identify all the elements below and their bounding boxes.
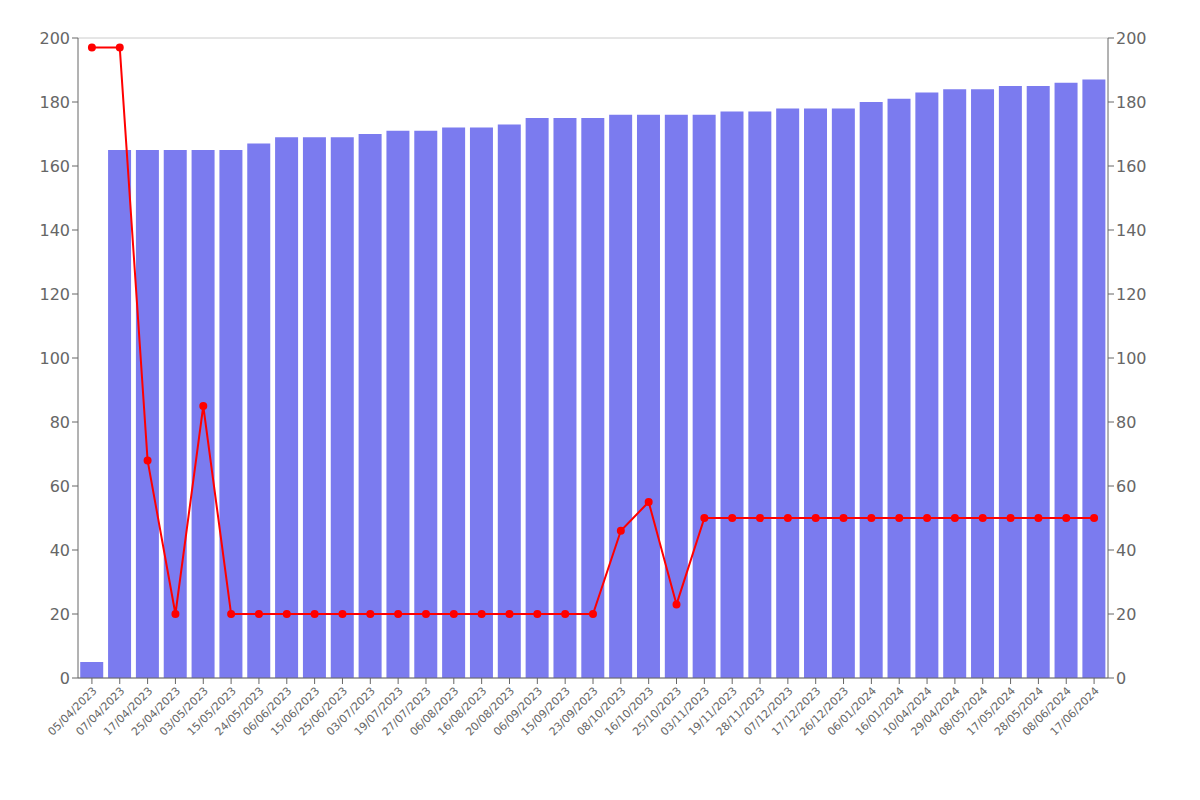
svg-text:08/06/2024: 08/06/2024 [1019,684,1074,739]
svg-text:07/04/2023: 07/04/2023 [73,684,128,739]
svg-text:40: 40 [50,541,70,560]
svg-text:160: 160 [39,157,70,176]
svg-text:03/11/2023: 03/11/2023 [658,684,712,739]
svg-text:200: 200 [39,29,70,48]
svg-text:20: 20 [50,605,70,624]
svg-text:06/01/2024: 06/01/2024 [825,684,879,739]
svg-text:0: 0 [60,669,70,688]
svg-text:03/07/2023: 03/07/2023 [323,684,378,739]
svg-text:160: 160 [1116,157,1147,176]
svg-text:19/11/2023: 19/11/2023 [685,684,740,739]
svg-text:180: 180 [1116,93,1147,112]
svg-text:16/01/2024: 16/01/2024 [852,684,907,739]
svg-text:10/04/2024: 10/04/2024 [880,684,935,739]
svg-text:200: 200 [1116,29,1147,48]
svg-text:20/08/2023: 20/08/2023 [463,684,518,739]
svg-text:15/06/2023: 15/06/2023 [268,684,323,739]
svg-text:16/08/2023: 16/08/2023 [435,684,490,739]
svg-text:40: 40 [1116,541,1136,560]
svg-text:29/04/2024: 29/04/2024 [908,684,963,739]
svg-text:03/05/2023: 03/05/2023 [156,684,211,739]
svg-text:20: 20 [1116,605,1136,624]
svg-text:23/09/2023: 23/09/2023 [546,684,601,739]
svg-text:28/05/2024: 28/05/2024 [992,684,1046,739]
svg-text:24/05/2023: 24/05/2023 [212,684,267,739]
svg-text:06/08/2023: 06/08/2023 [407,684,462,739]
svg-text:60: 60 [50,477,70,496]
svg-text:100: 100 [39,349,70,368]
svg-text:27/07/2023: 27/07/2023 [379,684,434,739]
svg-text:17/04/2023: 17/04/2023 [101,684,156,739]
svg-text:140: 140 [39,221,70,240]
svg-text:60: 60 [1116,477,1136,496]
svg-text:28/11/2023: 28/11/2023 [713,684,768,739]
svg-text:15/09/2023: 15/09/2023 [518,684,573,739]
svg-text:17/12/2023: 17/12/2023 [769,684,824,739]
svg-text:19/07/2023: 19/07/2023 [351,684,406,739]
svg-text:08/10/2023: 08/10/2023 [574,684,629,739]
svg-text:80: 80 [1116,413,1136,432]
svg-text:140: 140 [1116,221,1147,240]
svg-text:06/09/2023: 06/09/2023 [490,684,545,739]
svg-text:100: 100 [1116,349,1147,368]
svg-text:120: 120 [39,285,70,304]
svg-text:0: 0 [1116,669,1126,688]
svg-text:16/10/2023: 16/10/2023 [602,684,657,739]
svg-text:180: 180 [39,93,70,112]
svg-text:08/05/2024: 08/05/2024 [936,684,991,739]
svg-text:06/06/2023: 06/06/2023 [240,684,295,739]
svg-text:25/04/2023: 25/04/2023 [129,684,184,739]
svg-text:80: 80 [50,413,70,432]
svg-text:120: 120 [1116,285,1147,304]
svg-text:05/04/2023: 05/04/2023 [45,684,100,739]
svg-text:25/10/2023: 25/10/2023 [630,684,685,739]
svg-text:07/12/2023: 07/12/2023 [741,684,796,739]
svg-text:17/05/2024: 17/05/2024 [964,684,1019,739]
svg-text:15/05/2023: 15/05/2023 [184,684,239,739]
svg-text:25/06/2023: 25/06/2023 [296,684,351,739]
svg-text:17/06/2024: 17/06/2024 [1048,684,1102,738]
svg-text:26/12/2023: 26/12/2023 [797,684,852,739]
